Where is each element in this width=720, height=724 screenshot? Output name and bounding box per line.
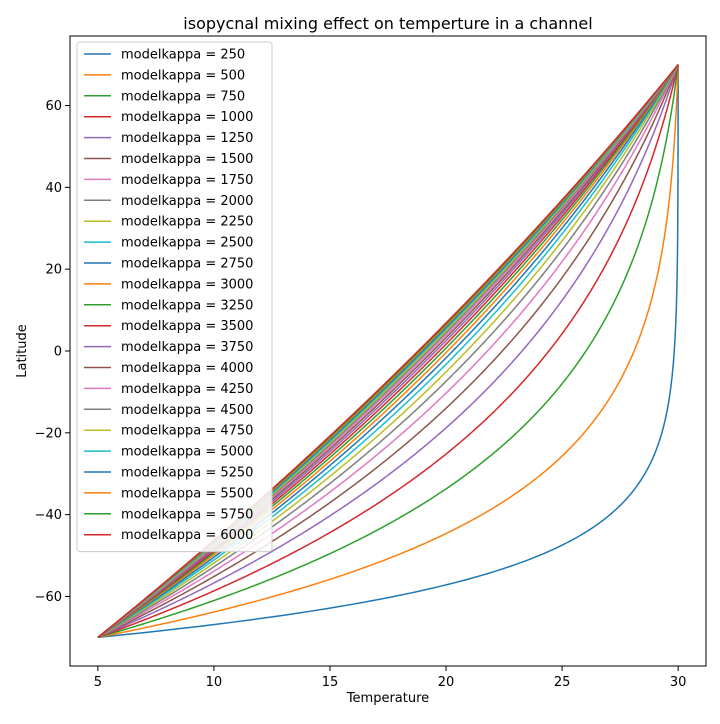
legend-label: modelkappa = 750 xyxy=(121,89,245,104)
x-tick-label: 30 xyxy=(670,675,687,690)
y-tick-label: 60 xyxy=(45,99,62,114)
legend-label: modelkappa = 3000 xyxy=(121,277,253,292)
x-tick-label: 10 xyxy=(206,675,223,690)
legend-label: modelkappa = 5750 xyxy=(121,507,253,522)
legend: modelkappa = 250 modelkappa = 500 modelkap… xyxy=(76,41,273,553)
legend-label: modelkappa = 500 xyxy=(121,68,245,83)
x-axis: 5 10 15 20 25 30 xyxy=(94,666,687,690)
legend-label: modelkappa = 4750 xyxy=(121,424,253,439)
chart-title: isopycnal mixing effect on temperture in… xyxy=(183,14,592,33)
x-tick-label: 15 xyxy=(322,675,339,690)
series-line xyxy=(97,64,679,639)
legend-label: modelkappa = 2500 xyxy=(121,236,253,251)
y-tick-label: 20 xyxy=(45,263,62,278)
legend-label: modelkappa = 5250 xyxy=(121,466,253,481)
legend-label: modelkappa = 1500 xyxy=(121,152,253,167)
legend-label: modelkappa = 2250 xyxy=(121,215,253,230)
legend-label: modelkappa = 2750 xyxy=(121,257,253,272)
legend-label: modelkappa = 1000 xyxy=(121,110,253,125)
series-line xyxy=(97,64,679,639)
legend-label: modelkappa = 3250 xyxy=(121,298,253,313)
legend-label: modelkappa = 250 xyxy=(121,48,245,63)
x-tick-label: 20 xyxy=(438,675,455,690)
legend-label: modelkappa = 5000 xyxy=(121,445,253,460)
legend-label: modelkappa = 1250 xyxy=(121,131,253,146)
legend-label: modelkappa = 1750 xyxy=(121,173,253,188)
x-tick-label: 25 xyxy=(554,675,571,690)
y-tick-label: 40 xyxy=(45,181,62,196)
legend-label: modelkappa = 3750 xyxy=(121,340,253,355)
legend-label: modelkappa = 2000 xyxy=(121,194,253,209)
y-tick-label: −60 xyxy=(35,590,62,605)
x-tick-label: 5 xyxy=(94,675,102,690)
legend-label: modelkappa = 6000 xyxy=(121,528,253,543)
legend-box xyxy=(76,41,273,553)
y-axis-label: Latitude xyxy=(15,324,30,378)
y-tick-label: −40 xyxy=(35,508,62,523)
legend-label: modelkappa = 3500 xyxy=(121,319,253,334)
y-axis: −60 −40 −20 0 20 40 60 xyxy=(35,99,70,605)
series-line xyxy=(97,64,679,639)
x-axis-label: Temperature xyxy=(346,691,429,706)
y-tick-label: 0 xyxy=(54,345,62,360)
series-line xyxy=(97,64,679,639)
legend-label: modelkappa = 4000 xyxy=(121,361,253,376)
legend-label: modelkappa = 4250 xyxy=(121,382,253,397)
series-line xyxy=(97,64,679,639)
legend-label: modelkappa = 4500 xyxy=(121,403,253,418)
y-tick-label: −20 xyxy=(35,426,62,441)
legend-label: modelkappa = 5500 xyxy=(121,486,253,501)
